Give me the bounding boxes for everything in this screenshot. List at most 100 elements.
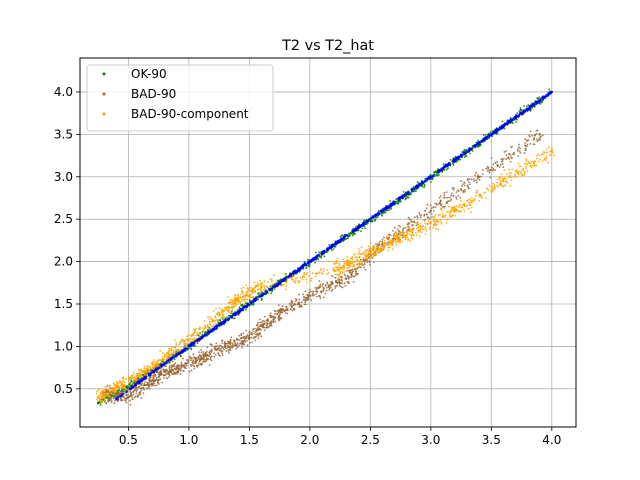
data-point <box>257 293 259 295</box>
data-point <box>209 343 212 346</box>
data-point <box>494 130 498 134</box>
data-point <box>422 219 425 221</box>
data-point <box>304 263 308 266</box>
data-point <box>363 256 365 259</box>
data-point <box>103 392 105 395</box>
data-point <box>314 261 316 264</box>
data-point <box>473 200 475 202</box>
data-point <box>321 251 325 255</box>
data-point <box>275 283 279 286</box>
data-point <box>281 305 284 308</box>
data-point <box>103 401 106 403</box>
data-point <box>174 371 177 374</box>
data-point <box>424 179 427 183</box>
data-point <box>516 148 519 151</box>
data-point <box>209 323 212 326</box>
data-point <box>138 391 141 394</box>
data-point <box>387 246 390 249</box>
data-point <box>374 250 377 253</box>
data-point <box>431 178 434 181</box>
data-point <box>161 381 164 384</box>
data-point <box>449 196 452 199</box>
data-point <box>538 137 541 140</box>
data-point <box>265 290 269 294</box>
data-point <box>192 359 195 361</box>
data-point <box>176 364 178 367</box>
data-point <box>172 349 175 352</box>
data-point <box>366 259 369 262</box>
data-point <box>457 209 460 212</box>
data-point <box>509 118 513 122</box>
data-point <box>301 305 303 308</box>
data-point <box>462 152 466 155</box>
data-point <box>240 287 243 290</box>
data-point <box>248 287 251 289</box>
data-point <box>402 234 405 237</box>
data-point <box>529 110 532 112</box>
data-point <box>267 326 269 329</box>
data-point <box>530 160 533 163</box>
data-point <box>419 224 421 227</box>
data-point <box>353 265 356 267</box>
data-point <box>129 403 132 406</box>
data-point <box>429 221 431 224</box>
data-point <box>229 341 232 344</box>
data-point <box>205 358 208 361</box>
data-point <box>291 309 294 312</box>
data-point <box>198 353 201 356</box>
data-point <box>512 153 514 156</box>
data-point <box>457 189 459 192</box>
data-point <box>305 278 308 281</box>
data-point <box>254 298 257 302</box>
data-point <box>401 231 404 233</box>
data-point <box>193 331 196 334</box>
data-point <box>267 320 269 322</box>
data-point <box>419 235 421 238</box>
data-point <box>459 158 462 161</box>
data-point <box>429 209 432 212</box>
data-point <box>427 220 430 222</box>
data-point <box>477 141 481 145</box>
data-point <box>376 245 378 248</box>
data-point <box>121 383 124 386</box>
data-point <box>494 186 496 189</box>
data-point <box>439 213 441 216</box>
data-point <box>477 139 479 142</box>
data-point <box>363 253 366 256</box>
data-point <box>151 383 154 385</box>
data-point <box>327 260 330 263</box>
data-point <box>159 350 162 352</box>
data-point <box>249 294 252 297</box>
data-point <box>417 223 419 226</box>
data-point <box>513 151 515 154</box>
data-point <box>366 261 369 264</box>
data-point <box>252 337 255 339</box>
data-point <box>470 200 473 202</box>
data-point <box>190 359 193 362</box>
data-point <box>283 277 287 281</box>
data-point <box>317 287 320 290</box>
data-point <box>381 240 384 243</box>
data-point <box>445 221 448 224</box>
data-point <box>415 234 418 237</box>
data-point <box>292 280 295 283</box>
data-point <box>168 361 171 364</box>
data-point <box>307 299 309 302</box>
data-point <box>331 288 334 291</box>
data-point <box>518 143 520 146</box>
data-point <box>343 266 346 268</box>
data-point <box>434 206 437 208</box>
data-point <box>417 230 420 232</box>
data-point <box>135 376 137 379</box>
data-point <box>432 226 435 229</box>
data-point <box>162 368 165 371</box>
data-point <box>460 188 463 191</box>
data-point <box>326 273 328 275</box>
data-point <box>341 271 344 273</box>
data-point <box>496 165 499 168</box>
data-point <box>369 242 372 244</box>
data-point <box>347 281 350 283</box>
data-point <box>129 383 132 385</box>
data-point <box>314 287 317 289</box>
data-point <box>441 209 444 212</box>
